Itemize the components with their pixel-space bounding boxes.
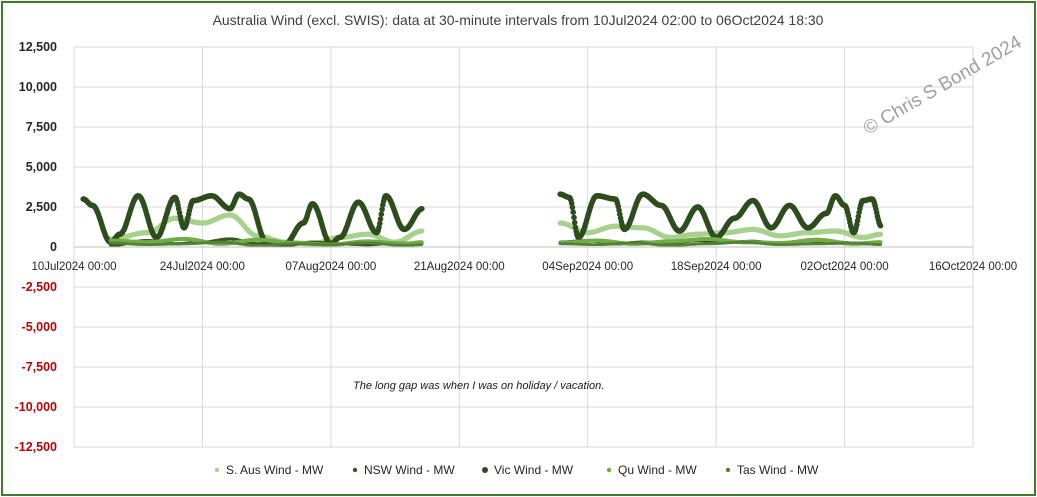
x-tick-label: 04Sep2024 00:00 (542, 261, 633, 273)
legend-marker (725, 467, 731, 473)
y-tick-label: 0 (50, 240, 57, 254)
y-tick-label: -12,500 (15, 440, 57, 454)
y-tick-label: 2,500 (26, 200, 57, 214)
data-point (877, 222, 884, 229)
legend-marker (214, 467, 220, 473)
data-point (571, 214, 577, 221)
y-tick-label: 12,500 (19, 40, 57, 54)
x-tick-label: 16Oct2024 00:00 (929, 261, 1017, 273)
legend-label: NSW Wind - MW (364, 463, 455, 477)
data-point (879, 243, 882, 247)
data-point (419, 205, 425, 212)
data-point (419, 240, 424, 245)
watermark: © Chris S Bond 2024 (860, 32, 1026, 140)
data-point (877, 231, 884, 237)
x-tick-label: 07Aug2024 00:00 (285, 261, 376, 273)
legend-label: Vic Wind - MW (494, 463, 574, 477)
data-point (420, 243, 424, 247)
data-point (571, 219, 578, 226)
data-point (569, 204, 576, 211)
chart-title: Australia Wind (excl. SWIS): data at 30-… (213, 12, 824, 28)
axes: 12,500 10,000 7,500 5,000 2,500 0 -2,500 -5,000… (15, 40, 1018, 454)
legend: S. Aus Wind - MW NSW Wind - MW Vic Wind - … (214, 463, 819, 477)
x-tick-label: 10Jul2024 00:00 (31, 261, 116, 273)
data-point (377, 220, 383, 227)
legend-label: S. Aus Wind - MW (226, 463, 324, 477)
legend-label: Qu Wind - MW (618, 463, 697, 477)
data-point (377, 216, 384, 222)
y-tick-label: 5,000 (26, 160, 57, 174)
legend-marker (352, 467, 358, 473)
legend-label: Tas Wind - MW (737, 463, 819, 477)
data-point (419, 228, 425, 234)
x-tick-label: 02Oct2024 00:00 (800, 261, 888, 273)
series-5 (109, 240, 882, 247)
y-tick-label: 7,500 (26, 120, 57, 134)
data-point (379, 206, 385, 213)
y-tick-label: 10,000 (19, 80, 57, 94)
data-point (378, 211, 385, 217)
series-3 (80, 191, 884, 247)
x-tick-label: 21Aug2024 00:00 (414, 261, 505, 273)
x-tick-label: 18Sep2024 00:00 (671, 261, 762, 273)
y-tick-label: -5,000 (22, 320, 57, 334)
x-tick-label: 24Jul2024 00:00 (160, 261, 245, 273)
y-tick-label: -7,500 (22, 360, 57, 374)
series-marks (80, 191, 884, 247)
data-point (570, 209, 576, 215)
legend-marker (482, 467, 488, 473)
data-point (878, 240, 883, 245)
annotation: The long gap was when I was on holiday /… (353, 380, 604, 392)
y-tick-label: -10,000 (15, 400, 57, 414)
y-tick-label: -2,500 (22, 280, 57, 294)
legend-marker (606, 467, 612, 473)
